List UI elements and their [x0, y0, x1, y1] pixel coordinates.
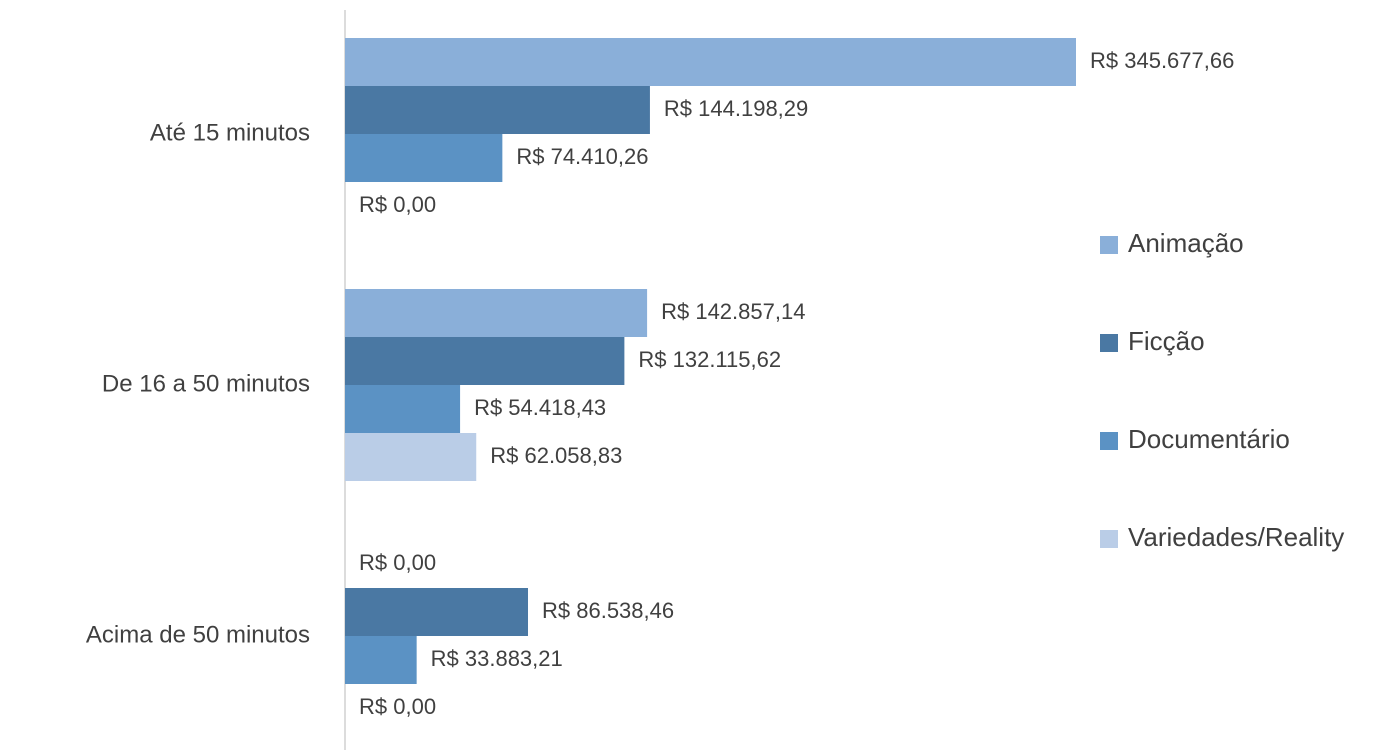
legend-label: Animação	[1128, 228, 1244, 258]
value-label: R$ 0,00	[359, 192, 436, 217]
value-label: R$ 345.677,66	[1090, 48, 1234, 73]
bar	[345, 38, 1076, 86]
bar	[345, 588, 529, 636]
bar	[345, 636, 417, 684]
legend-label: Documentário	[1128, 424, 1290, 454]
value-label: R$ 54.418,43	[474, 395, 606, 420]
value-label: R$ 144.198,29	[664, 96, 808, 121]
legend-label: Variedades/Reality	[1128, 522, 1344, 552]
legend-swatch	[1100, 236, 1118, 254]
value-label: R$ 0,00	[359, 550, 436, 575]
value-label: R$ 33.883,21	[431, 646, 563, 671]
value-label: R$ 132.115,62	[638, 347, 781, 372]
value-label: R$ 74.410,26	[516, 144, 648, 169]
value-label: R$ 0,00	[359, 694, 436, 719]
bar	[345, 385, 461, 433]
value-label: R$ 62.058,83	[490, 443, 622, 468]
bar	[345, 134, 503, 182]
category-label: Acima de 50 minutos	[86, 621, 310, 648]
legend-swatch	[1100, 530, 1118, 548]
category-label: De 16 a 50 minutos	[102, 370, 310, 397]
bar	[345, 433, 477, 481]
legend-swatch	[1100, 432, 1118, 450]
legend-swatch	[1100, 334, 1118, 352]
bar	[345, 337, 625, 385]
category-label: Até 15 minutos	[150, 119, 310, 146]
bar	[345, 289, 648, 337]
value-label: R$ 142.857,14	[661, 299, 805, 324]
bar	[345, 86, 650, 134]
legend-label: Ficção	[1128, 326, 1205, 356]
value-label: R$ 86.538,46	[542, 598, 674, 623]
